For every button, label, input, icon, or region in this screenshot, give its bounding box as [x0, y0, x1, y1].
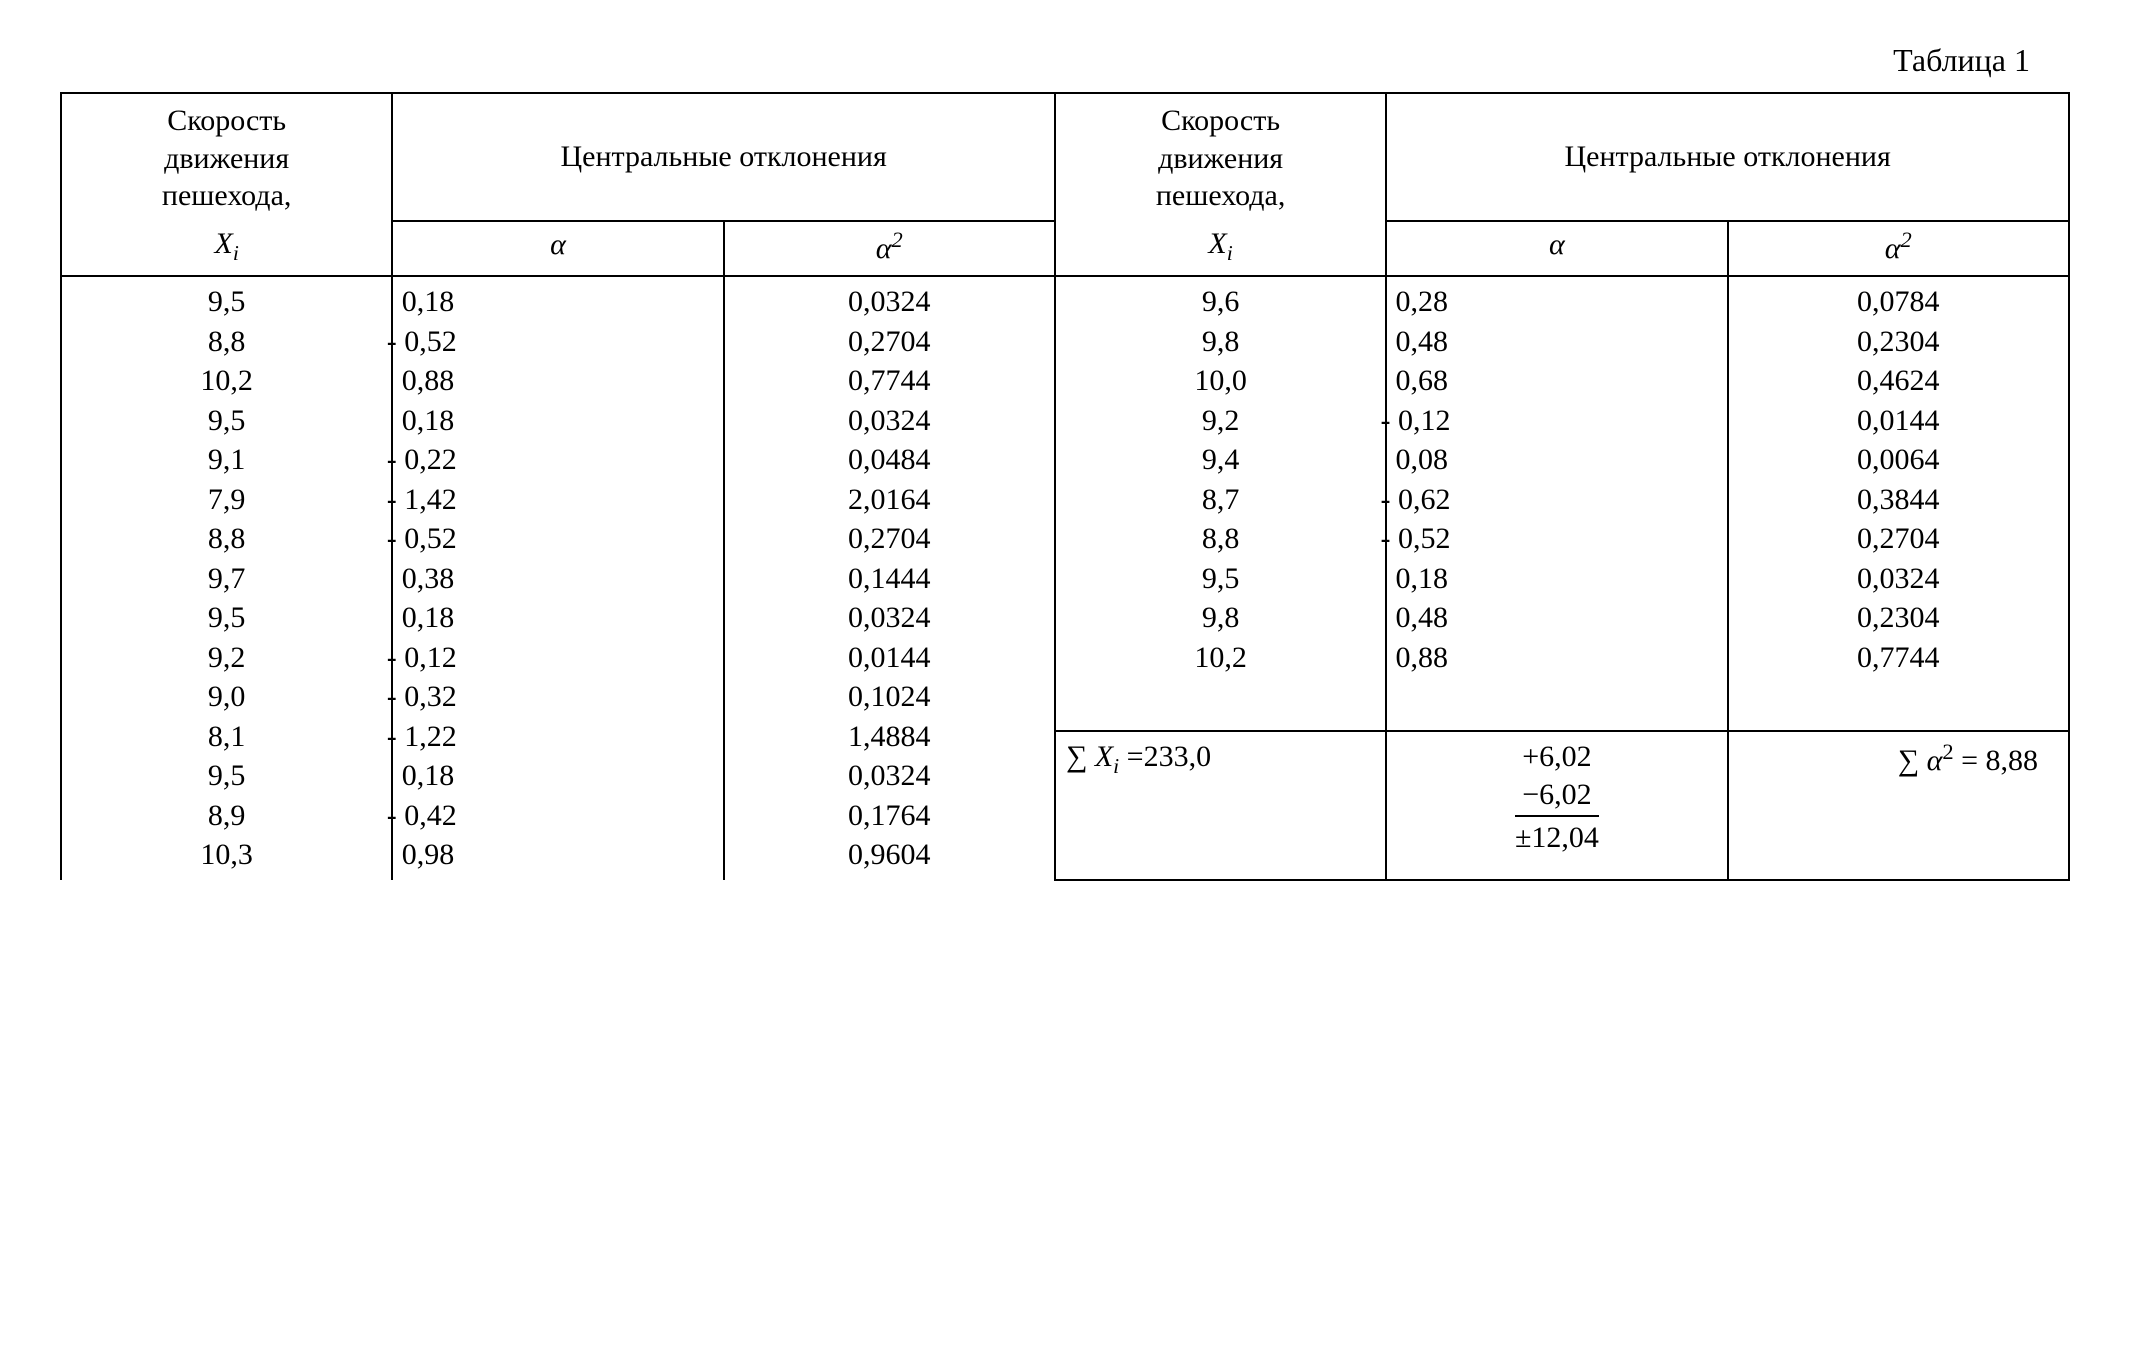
- summary-sum-x: ∑ Xi =233,0: [1055, 731, 1386, 879]
- table-cell-value: 0,2304: [1729, 323, 2068, 361]
- left-a-column: 0,18- 0,52 0,88 0,18- 0,22- 1,42- 0,52 0…: [392, 276, 723, 880]
- table-cell-value: 0,18: [229, 283, 558, 321]
- table-cell-value: - 0,42: [229, 797, 558, 835]
- table-caption: Таблица 1: [60, 40, 2030, 80]
- table-cell-value: 0,48: [1218, 599, 1557, 637]
- header-row-1: Скорость движения пешехода, Центральные …: [61, 93, 2069, 221]
- right-a2-column: 0,07840,23040,46240,01440,00640,38440,27…: [1728, 276, 2069, 731]
- table-cell-value: 0,4624: [1729, 362, 2068, 400]
- table-cell-value: - 1,42: [229, 481, 558, 519]
- header-alpha2-right: α2: [1728, 221, 2069, 277]
- table-cell-value: 0,88: [1218, 639, 1557, 677]
- header-deviations-left: Центральные отклонения: [392, 93, 1055, 221]
- header-speed-left: Скорость движения пешехода,: [61, 93, 392, 221]
- table-cell-value: 0,18: [229, 402, 558, 440]
- header-xi-right: Xi: [1055, 221, 1386, 277]
- header-deviations-right: Центральные отклонения: [1386, 93, 2069, 221]
- table-cell-value: 0,2304: [1729, 599, 2068, 637]
- table-cell-value: 0,0144: [1729, 402, 2068, 440]
- table-cell-value: 0,7744: [1729, 639, 2068, 677]
- table-cell-value: 0,0144: [725, 639, 1054, 677]
- table-cell-value: 0,2704: [725, 323, 1054, 361]
- table-cell-value: 1,4884: [725, 718, 1054, 756]
- table-cell-value: 0,28: [1218, 283, 1557, 321]
- table-cell-value: 0,0324: [725, 599, 1054, 637]
- table-cell-value: 0,0784: [1729, 283, 2068, 321]
- table-cell-value: 0,68: [1218, 362, 1557, 400]
- table-cell-value: 0,7744: [725, 362, 1054, 400]
- table-cell-value: 0,08: [1218, 441, 1557, 479]
- left-a2-column: 0,03240,27040,77440,03240,04842,01640,27…: [724, 276, 1055, 880]
- table-cell-value: 0,2704: [1729, 520, 2068, 558]
- table-cell-value: 2,0164: [725, 481, 1054, 519]
- table-cell-value: - 0,52: [1218, 520, 1557, 558]
- table-cell-value: 0,18: [1218, 560, 1557, 598]
- table-cell-value: 0,3844: [1729, 481, 2068, 519]
- table-cell-value: 0,1764: [725, 797, 1054, 835]
- table-cell-value: 0,1444: [725, 560, 1054, 598]
- table-cell-value: 0,98: [229, 836, 558, 874]
- table-cell-value: 0,0324: [725, 283, 1054, 321]
- table-cell-value: - 0,52: [229, 520, 558, 558]
- table-cell-value: - 0,52: [229, 323, 558, 361]
- table-cell-value: 0,0324: [1729, 560, 2068, 598]
- table-cell-value: - 0,62: [1218, 481, 1557, 519]
- table-cell-value: 0,18: [229, 599, 558, 637]
- header-speed-right: Скорость движения пешехода,: [1055, 93, 1386, 221]
- table-cell-value: 0,2704: [725, 520, 1054, 558]
- header-alpha-right: α: [1386, 221, 1727, 277]
- table-cell-value: 0,88: [229, 362, 558, 400]
- summary-sum-a2: ∑ α2 = 8,88: [1728, 731, 2069, 879]
- table-cell-value: 0,9604: [725, 836, 1054, 874]
- table-cell-value: - 0,12: [229, 639, 558, 677]
- table-cell-value: 0,48: [1218, 323, 1557, 361]
- body-row-upper: 9,58,810,29,59,17,98,89,79,59,29,08,19,5…: [61, 276, 2069, 731]
- statistics-table: Скорость движения пешехода, Центральные …: [60, 92, 2070, 881]
- header-alpha2-left: α2: [724, 221, 1055, 277]
- table-cell-value: 0,18: [229, 757, 558, 795]
- header-xi-left: Xi: [61, 221, 392, 277]
- table-cell-value: - 0,32: [229, 678, 558, 716]
- table-cell-value: 0,1024: [725, 678, 1054, 716]
- right-a-column: 0,28 0,48 0,68- 0,12 0,08- 0,62- 0,52 0,…: [1386, 276, 1727, 731]
- summary-alpha: +6,02 −6,02 ±12,04: [1386, 731, 1727, 879]
- table-cell-value: 0,38: [229, 560, 558, 598]
- table-cell-value: - 1,22: [229, 718, 558, 756]
- header-alpha-left: α: [392, 221, 723, 277]
- table-cell-value: - 0,22: [229, 441, 558, 479]
- table-cell-value: 0,0324: [725, 757, 1054, 795]
- table-cell-value: - 0,12: [1218, 402, 1557, 440]
- table-cell-value: 0,0064: [1729, 441, 2068, 479]
- table-cell-value: 0,0484: [725, 441, 1054, 479]
- header-row-2: Xi α α2 Xi α α2: [61, 221, 2069, 277]
- table-cell-value: 0,0324: [725, 402, 1054, 440]
